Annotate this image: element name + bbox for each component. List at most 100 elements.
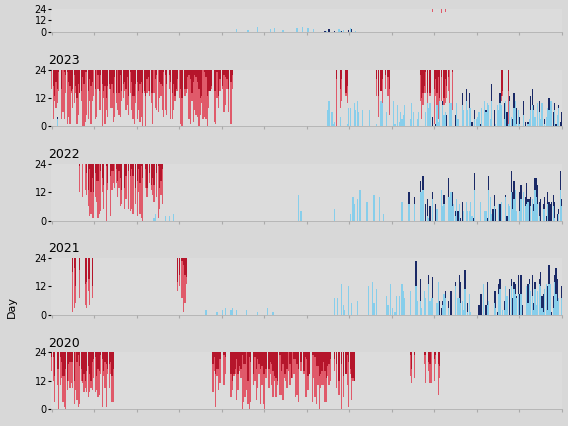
- Bar: [548, 110, 550, 127]
- Bar: [61, 89, 62, 119]
- Bar: [83, 84, 85, 127]
- Bar: [495, 308, 496, 315]
- Bar: [86, 258, 87, 282]
- Bar: [118, 70, 120, 93]
- Bar: [147, 187, 148, 197]
- Bar: [236, 310, 237, 315]
- Bar: [270, 29, 271, 32]
- Bar: [537, 103, 538, 127]
- Bar: [341, 364, 343, 409]
- Bar: [247, 381, 249, 404]
- Bar: [445, 9, 446, 12]
- Bar: [57, 119, 58, 127]
- Bar: [381, 70, 382, 91]
- Bar: [441, 77, 442, 101]
- Bar: [536, 178, 537, 197]
- Bar: [169, 75, 170, 89]
- Bar: [486, 112, 487, 127]
- Bar: [239, 352, 240, 366]
- Bar: [358, 112, 359, 127]
- Bar: [142, 178, 144, 221]
- Bar: [454, 286, 456, 315]
- Bar: [352, 352, 353, 378]
- Bar: [106, 164, 107, 167]
- Bar: [268, 352, 270, 369]
- Bar: [126, 89, 127, 110]
- Bar: [137, 181, 138, 216]
- Bar: [139, 70, 141, 84]
- Bar: [324, 371, 325, 402]
- Bar: [105, 352, 106, 362]
- Bar: [556, 124, 557, 127]
- Bar: [198, 89, 199, 127]
- Bar: [504, 119, 505, 127]
- Bar: [282, 352, 283, 364]
- Bar: [551, 101, 553, 127]
- Bar: [64, 376, 65, 406]
- Bar: [519, 211, 520, 221]
- Bar: [289, 352, 291, 364]
- Bar: [166, 84, 168, 115]
- Bar: [334, 122, 335, 127]
- Bar: [352, 378, 353, 381]
- Bar: [89, 279, 90, 305]
- Bar: [237, 374, 239, 390]
- Bar: [399, 122, 400, 127]
- Bar: [277, 352, 278, 381]
- Bar: [244, 364, 246, 397]
- Bar: [431, 352, 432, 383]
- Bar: [212, 352, 214, 364]
- Bar: [75, 352, 76, 390]
- Bar: [496, 105, 498, 127]
- Bar: [64, 72, 65, 119]
- Bar: [145, 169, 147, 187]
- Bar: [75, 286, 76, 303]
- Bar: [438, 282, 439, 315]
- Bar: [250, 362, 251, 402]
- Bar: [379, 197, 380, 221]
- Bar: [69, 362, 70, 388]
- Bar: [376, 289, 377, 315]
- Bar: [75, 70, 76, 86]
- Bar: [218, 70, 219, 96]
- Bar: [163, 72, 165, 117]
- Bar: [348, 30, 349, 32]
- Bar: [494, 195, 495, 207]
- Bar: [427, 70, 428, 93]
- Bar: [236, 29, 237, 32]
- Bar: [93, 164, 94, 192]
- Bar: [86, 72, 87, 115]
- Bar: [288, 352, 289, 371]
- Bar: [210, 70, 211, 91]
- Bar: [429, 301, 431, 315]
- Bar: [550, 101, 551, 127]
- Bar: [432, 192, 433, 199]
- Bar: [486, 110, 487, 112]
- Bar: [116, 93, 117, 103]
- Bar: [433, 89, 435, 124]
- Bar: [469, 294, 470, 315]
- Bar: [153, 164, 154, 185]
- Bar: [334, 298, 335, 315]
- Bar: [64, 352, 65, 376]
- Bar: [135, 187, 136, 204]
- Bar: [487, 103, 488, 127]
- Bar: [82, 77, 83, 127]
- Bar: [484, 101, 485, 127]
- Bar: [180, 89, 181, 124]
- Bar: [149, 173, 151, 183]
- Bar: [325, 378, 327, 402]
- Bar: [312, 355, 313, 402]
- Bar: [435, 352, 436, 355]
- Bar: [519, 192, 520, 211]
- Bar: [131, 169, 132, 209]
- Bar: [352, 197, 353, 221]
- Bar: [296, 352, 298, 364]
- Bar: [433, 352, 435, 360]
- Bar: [100, 171, 102, 211]
- Bar: [65, 352, 66, 369]
- Bar: [515, 284, 516, 294]
- Bar: [232, 381, 233, 390]
- Bar: [320, 374, 321, 388]
- Bar: [427, 199, 428, 216]
